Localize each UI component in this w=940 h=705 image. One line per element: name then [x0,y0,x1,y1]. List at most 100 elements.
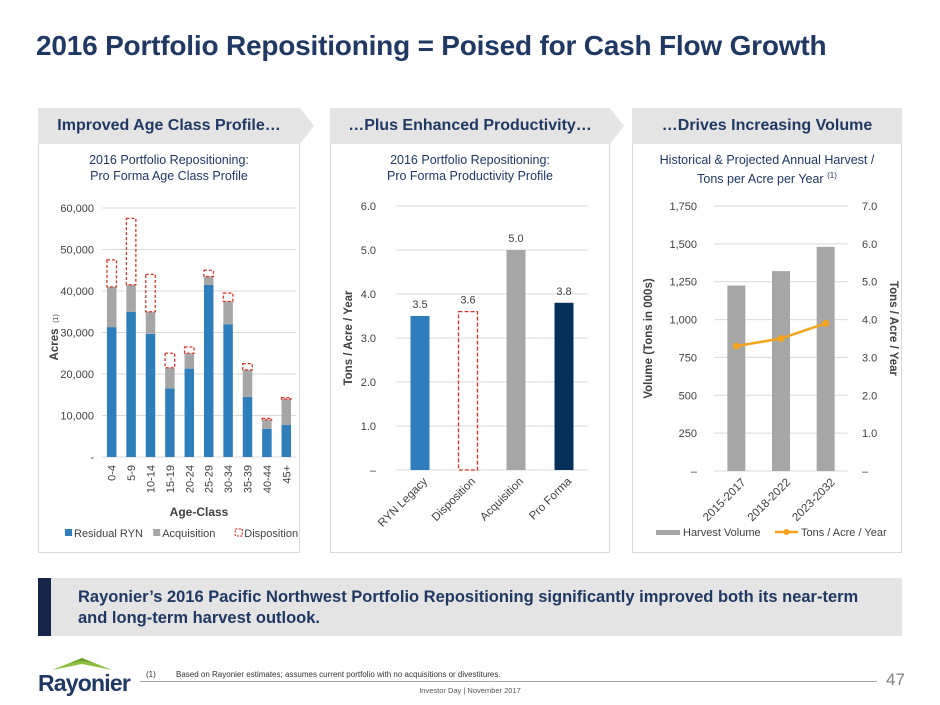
x-tick-label: Acquisition [478,476,526,524]
bar-segment-acquisition [184,353,195,369]
bar-segment-residual-ryn [281,425,292,457]
chart-title-line2: Tons per Acre per Year (1) [633,168,901,187]
bar-segment-acquisition [262,419,272,429]
chart-title: Historical & Projected Annual Harvest / … [633,152,901,187]
bar-segment-residual-ryn [203,284,214,457]
chart-title-line2: Pro Forma Productivity Profile [386,169,554,183]
y-tick-label: 5.0 [361,245,376,257]
y2-tick-label: 2.0 [862,390,877,402]
bar-residual [410,316,430,470]
bar-segment-acquisition [145,311,156,334]
y2-tick-label: 5.0 [862,277,877,289]
y-tick-label: 60,000 [60,203,94,215]
panel-volume: …Drives Increasing Volume Historical & P… [632,108,902,553]
y-tick-label: 30,000 [60,328,94,340]
panel-banner: …Drives Increasing Volume [632,108,902,144]
bar-segment-disposition [222,292,234,303]
footnote-marker: (1) [146,670,156,679]
bar-segment-disposition [203,269,215,278]
bar-pro-forma [554,302,574,470]
x-tick-label: 30-34 [223,465,235,493]
banner-label: …Drives Increasing Volume [661,117,873,134]
y-tick-label: 3.0 [361,333,376,345]
y-tick-label: 1.0 [361,421,376,433]
chart-title-line1: Historical & Projected Annual Harvest / [659,153,875,167]
bar-harvest-volume [816,246,835,471]
y-tick-label: – [691,466,698,478]
x-tick-label: 5-9 [126,465,138,481]
y-tick-label: 1,000 [669,315,697,327]
x-tick-label: 2015-2017 [701,477,748,524]
age-class-chart: - 10,000 20,000 30,000 40,000 50,000 60,000 0-4… [49,203,298,540]
y2-tick-label: 3.0 [862,352,877,364]
y2-axis-label: Tons / Acre / Year [887,281,899,377]
productivity-chart: – 1.0 2.0 3.0 4.0 5.0 6.0 3.5 RYN Legacy 3.6 Dispo… [343,201,588,530]
y-tick-label: 1,750 [669,201,697,213]
bar-segment-residual-ryn [106,327,117,457]
bar-segment-disposition [280,397,292,400]
legend-label: Tons / Acre / Year [801,527,887,539]
x-tick-label: 0-4 [107,465,119,481]
bar-segment-acquisition [223,301,233,325]
bar-segment-residual-ryn [126,311,136,457]
y-axis-label: Tons / Acre / Year [343,290,355,386]
chart-title-line1: 2016 Portfolio Repositioning: [89,153,249,167]
panel-productivity: …Plus Enhanced Productivity… 2016 Portfo… [330,108,624,553]
rayonier-logo: Rayonier [38,656,133,696]
x-tick-label: 40-44 [262,465,274,493]
bar-segment-disposition [261,417,273,421]
chart-title-line2-text: Tons per Acre per Year [697,172,824,187]
page-number: 47 [886,670,905,689]
banner-arrow [300,108,314,144]
chart-card: Historical & Projected Annual Harvest / … [632,144,902,553]
x-tick-label: RYN Legacy [376,475,430,529]
y-tick-label: 6.0 [361,201,376,213]
x-tick-label: 45+ [281,465,293,484]
y-tick-label: 2.0 [361,377,376,389]
y-tick-label: 10,000 [60,411,94,423]
bar-harvest-volume [727,285,746,471]
bar-segment-disposition [242,362,253,371]
x-tick-label: 20-24 [184,465,196,493]
legend-label: Acquisition [162,528,215,540]
chart-title: 2016 Portfolio Repositioning: Pro Forma … [331,152,609,184]
y-tick-label: – [370,465,377,477]
chart-title-line2: Pro Forma Age Class Profile [90,169,248,183]
banner-arrow [610,108,624,144]
bar-segment-residual-ryn [223,324,233,457]
y2-tick-label: 4.0 [862,315,877,327]
bar-segment-residual-ryn [262,428,272,457]
x-tick-label: Disposition [430,476,478,524]
data-label: 3.8 [556,286,571,298]
y-axis-label: Volume (Tons in 000s) [643,278,655,399]
callout-text: Rayonier’s 2016 Pacific Northwest Portfo… [78,588,859,627]
bar-acquisition [506,250,526,470]
y-tick-label: 1,250 [669,277,697,289]
bar-segment-acquisition [165,367,175,389]
harvest-volume-chart: – 250 500 750 1,000 1,250 1,500 1,750 – 1.0 2.0 3.0… [643,201,899,539]
bar-segment-residual-ryn [184,368,195,457]
chart-card: 2016 Portfolio Repositioning: Pro Forma … [330,144,610,553]
legend-swatch [153,529,161,536]
bar-segment-residual-ryn [145,333,156,457]
callout-accent-bar [38,578,51,636]
bar-segment-disposition [145,273,156,313]
y-axis-label-footnote: (1) [53,314,60,323]
bar-segment-disposition [164,352,176,369]
y-tick-label: 500 [679,390,697,402]
chart-title-line1: 2016 Portfolio Repositioning: [390,153,550,167]
footer-divider [140,681,877,682]
data-label: 5.0 [508,233,523,245]
bar-segment-acquisition [106,286,117,328]
y-tick-label: - [90,452,94,464]
legend-label: Disposition [244,528,298,540]
legend-label: Residual RYN [74,528,143,540]
x-axis-label: Age-Class [170,505,229,519]
y-tick-label: 750 [679,352,697,364]
logo-roof-icon [52,658,112,670]
panel-banner: Improved Age Class Profile… [38,108,300,144]
x-tick-label: 2018-2022 [746,477,793,524]
line-point [822,319,830,327]
data-label: 3.6 [460,295,475,307]
y-tick-label: 1,500 [669,239,697,251]
